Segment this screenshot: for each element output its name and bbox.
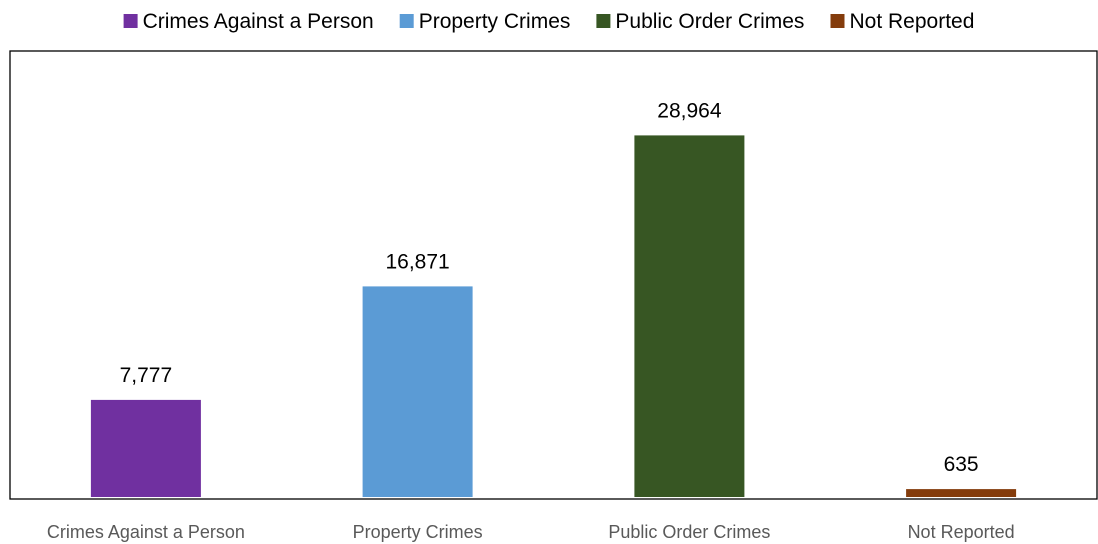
plot-frame [9,50,1098,500]
x-tick-label-not-reported: Not Reported [908,522,1015,542]
bar-property-crimes [362,286,473,497]
x-tick-label-crimes-against-a-person: Crimes Against a Person [47,522,245,542]
x-tick-labels-group: Crimes Against a Person Property Crimes Pu… [47,522,1015,542]
legend-label-public-order-crimes: Public Order Crimes [615,10,804,33]
x-tick-label-property-crimes: Property Crimes [353,522,483,542]
legend-swatch-not-reported [830,14,845,28]
legend-label-not-reported: Not Reported [850,10,975,33]
legend: Crimes Against a Person Property Crimes Pu… [123,10,975,33]
legend-label-crimes-against-a-person: Crimes Against a Person [143,10,374,33]
bars-group [90,135,1017,497]
x-tick-label-public-order-crimes: Public Order Crimes [608,522,770,542]
value-label-not-reported: 635 [944,453,979,476]
value-labels-group: 7,777 16,871 28,964 635 [120,99,979,476]
bar-not-reported [906,489,1017,497]
legend-label-property-crimes: Property Crimes [419,10,571,33]
legend-swatch-crimes-against-a-person [123,14,138,28]
value-label-property-crimes: 16,871 [385,250,449,273]
legend-swatch-property-crimes [399,14,414,28]
value-label-crimes-against-a-person: 7,777 [120,364,173,387]
bar-public-order-crimes [634,135,745,497]
legend-swatch-public-order-crimes [596,14,611,28]
bar-crimes-against-a-person [90,399,201,497]
value-label-public-order-crimes: 28,964 [657,99,722,122]
